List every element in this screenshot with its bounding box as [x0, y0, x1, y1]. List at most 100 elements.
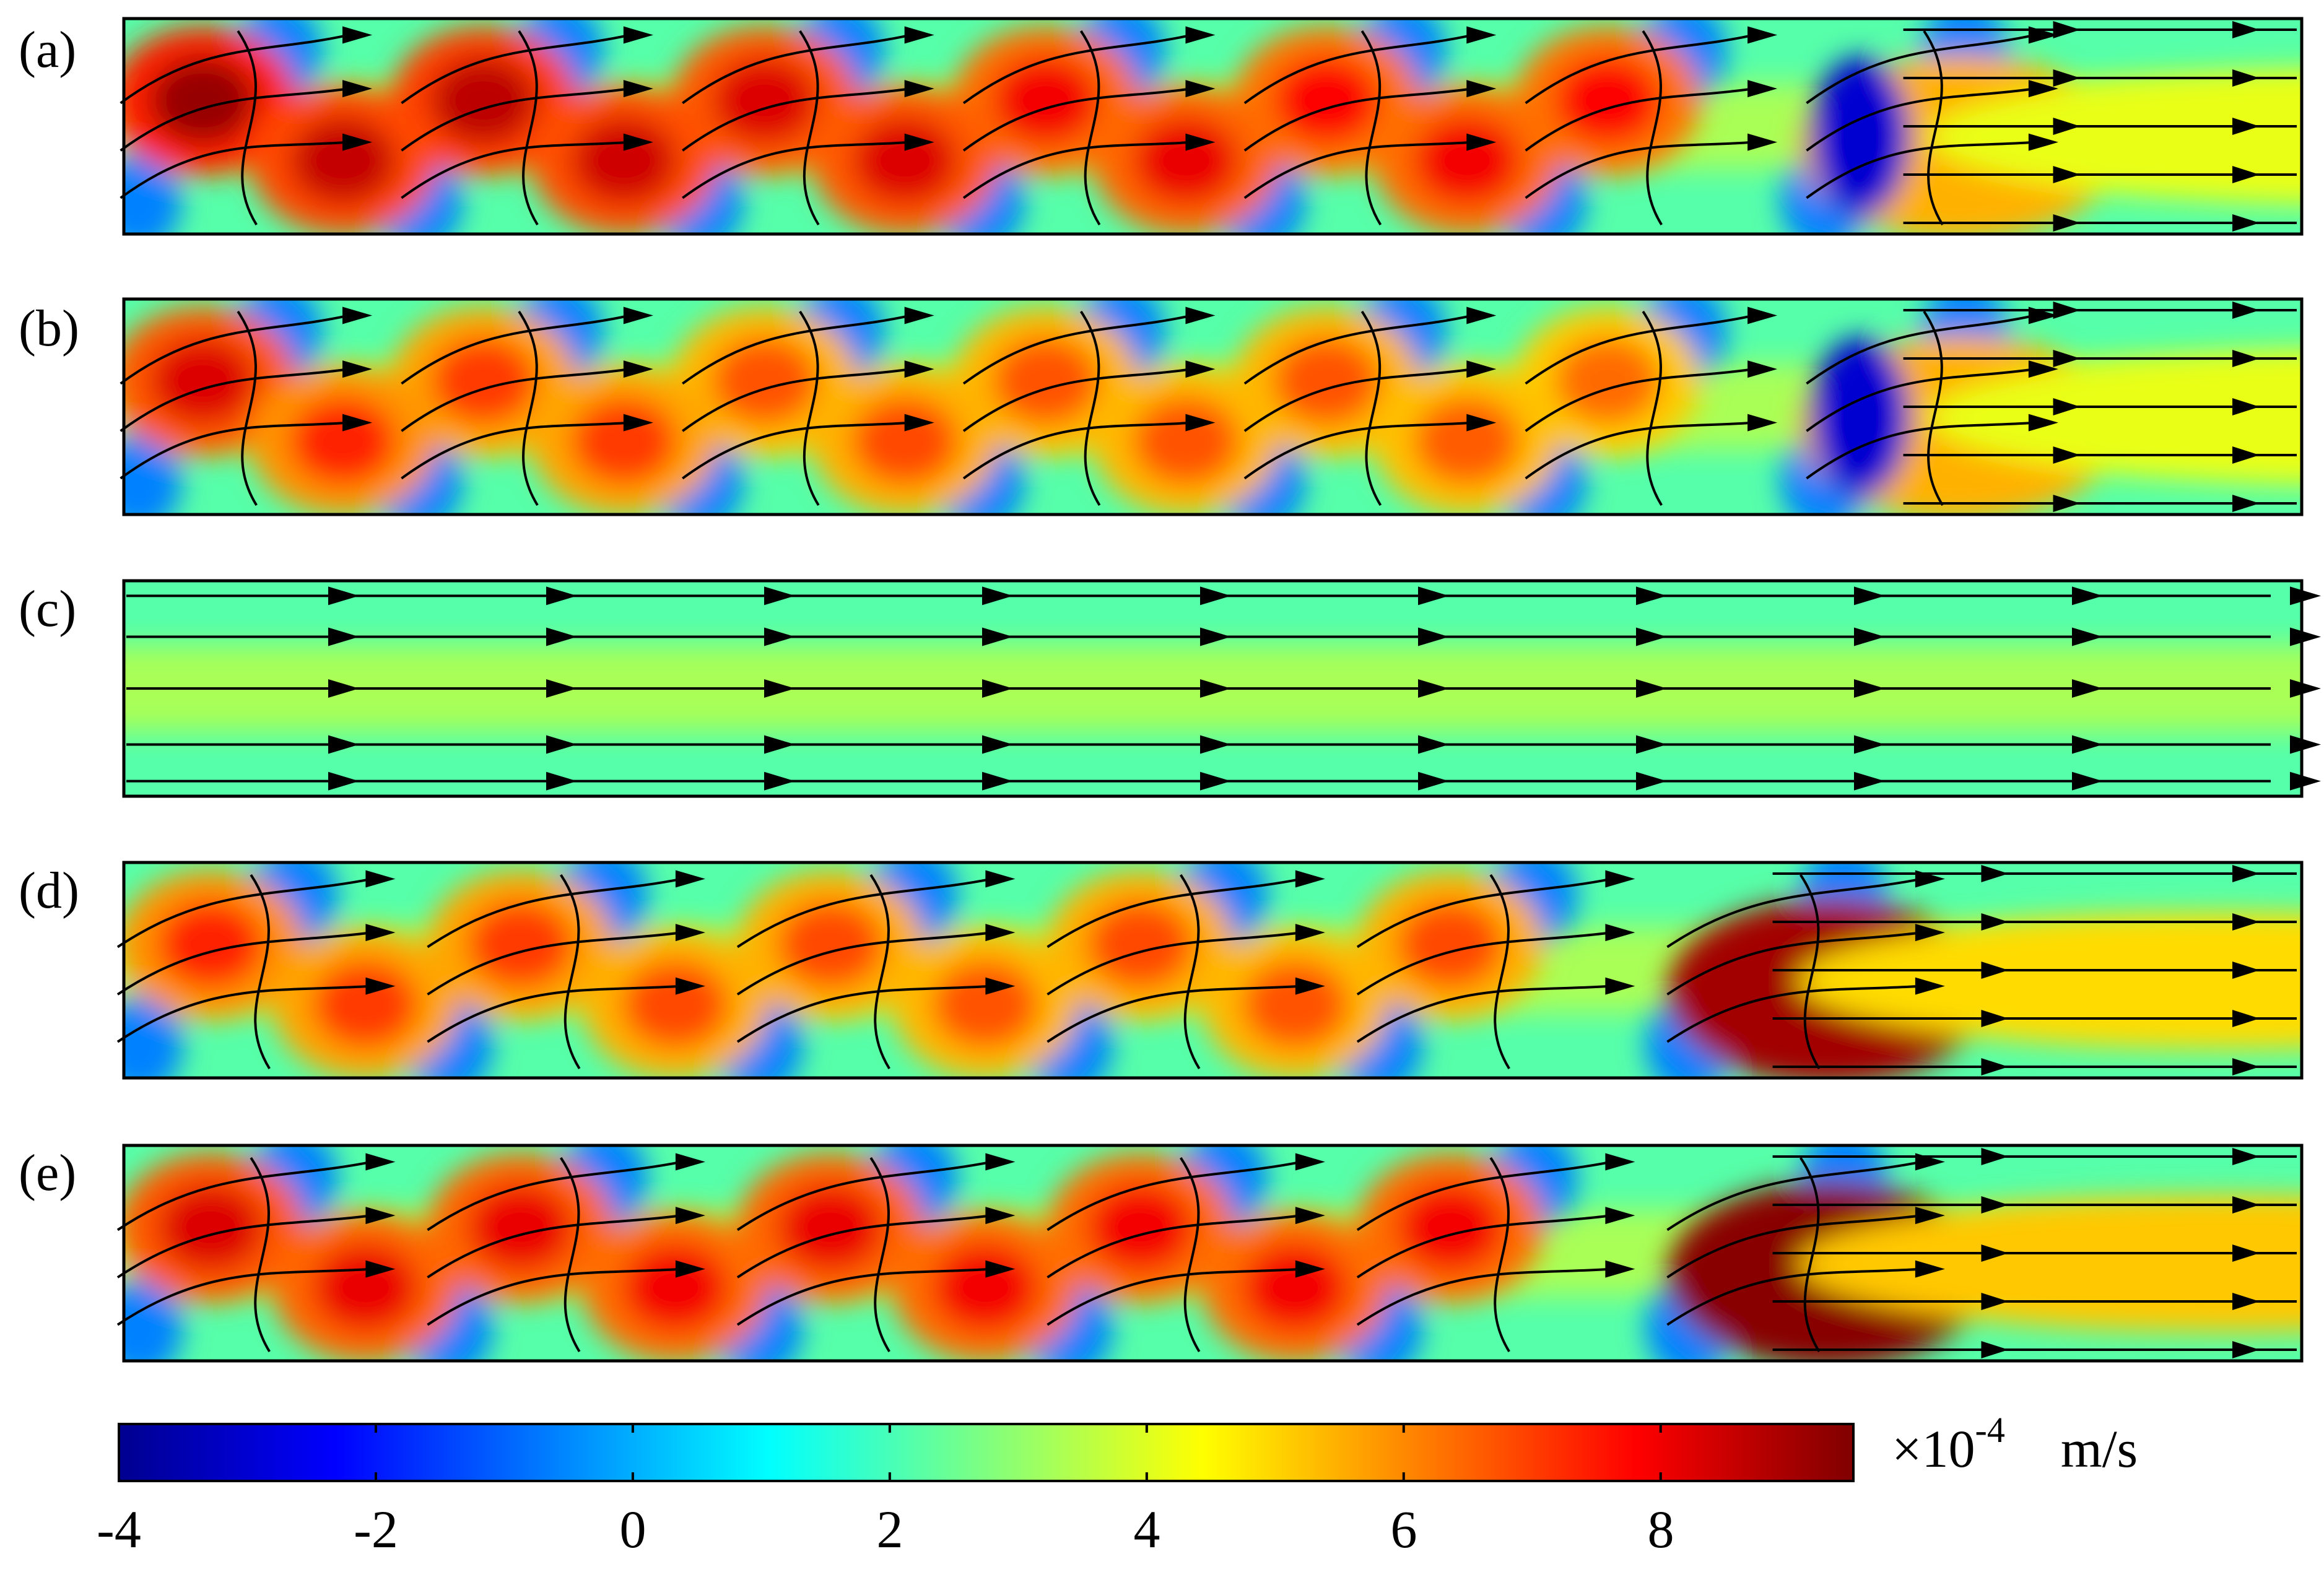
streamline	[560, 1157, 581, 1353]
vortex-core	[290, 117, 396, 204]
vortex-cells	[124, 299, 2302, 515]
streamline-arrow	[2053, 350, 2081, 367]
vortex-core	[571, 117, 677, 204]
streamlines	[120, 302, 2297, 512]
streamline-arrow	[2232, 1058, 2260, 1075]
streamline	[1356, 984, 1612, 1043]
panel-frame	[122, 861, 2304, 1080]
panel-frame	[122, 297, 2304, 516]
streamline-arrow	[365, 870, 396, 888]
panel-b	[120, 297, 2304, 516]
vortex-core	[622, 1244, 728, 1331]
vortex-core	[1555, 337, 1661, 425]
streamline-arrow	[328, 679, 359, 698]
streamline	[427, 877, 682, 949]
streamline	[427, 931, 682, 996]
streamline-arrow	[2053, 302, 2081, 319]
streamline	[1243, 87, 1473, 152]
streamline-arrow	[985, 977, 1016, 995]
vortex-cells	[124, 19, 2302, 234]
streamline	[518, 30, 539, 226]
streamline	[1047, 931, 1302, 996]
streamline	[1047, 1267, 1302, 1326]
colorbar-gradient	[118, 1423, 1855, 1482]
negative-region	[124, 1279, 183, 1361]
streamline	[120, 421, 349, 480]
streamline	[1666, 1160, 1922, 1231]
streamlines	[126, 586, 2321, 791]
streamline-arrow	[365, 924, 396, 942]
streamline	[250, 1157, 271, 1353]
streamline	[1525, 368, 1754, 432]
streamline-arrow	[1605, 1260, 1635, 1278]
streamline	[401, 141, 630, 199]
streamline-arrow	[1295, 1153, 1325, 1171]
streamline-arrow	[1295, 924, 1325, 942]
streamline	[1666, 1214, 1922, 1279]
streamline-arrow	[982, 586, 1013, 606]
streamline-arrow	[1605, 1153, 1635, 1171]
colorbar-tick-label: 8	[1647, 1500, 1674, 1559]
streamline-arrow	[2290, 627, 2321, 646]
streamline-arrow	[1466, 133, 1497, 151]
streamline	[237, 310, 258, 506]
streamline-arrow	[982, 679, 1013, 698]
streamline	[682, 141, 911, 199]
streamline-arrow	[2232, 865, 2260, 882]
streamline-arrow	[1200, 627, 1231, 646]
streamline	[1356, 877, 1612, 949]
vortex-core	[993, 57, 1099, 144]
streamline	[682, 87, 911, 152]
velocity-field	[124, 1145, 2302, 1361]
streamline	[799, 30, 820, 226]
streamline	[736, 1267, 992, 1326]
vortex-core	[933, 961, 1038, 1048]
streamline-arrow	[623, 414, 653, 432]
streamline	[116, 984, 372, 1043]
streamline	[1525, 33, 1754, 105]
streamline	[116, 877, 372, 949]
streamline	[1666, 877, 1922, 949]
streamline-arrow	[2232, 446, 2260, 464]
streamline	[682, 368, 911, 432]
streamline-arrow	[1854, 735, 1885, 754]
panel-e	[116, 1144, 2304, 1363]
streamline-arrow	[2232, 1196, 2260, 1214]
streamline-arrow	[2072, 679, 2103, 698]
colorbar-tick-label: 6	[1390, 1500, 1417, 1559]
streamline-arrow	[546, 679, 577, 698]
vortex-core	[712, 57, 817, 144]
streamline-arrow	[675, 977, 705, 995]
outflow-plume	[1797, 913, 2302, 1049]
streamline	[1666, 984, 1922, 1043]
streamline	[682, 314, 912, 385]
streamline	[682, 33, 912, 105]
streamline	[401, 33, 630, 105]
streamline-arrow	[1981, 1341, 2009, 1358]
streamline-arrow	[985, 1153, 1016, 1171]
streamline	[962, 87, 1192, 152]
vortex-core	[158, 1184, 264, 1271]
streamline	[1525, 87, 1754, 152]
streamline-arrow	[1981, 1148, 2009, 1165]
streamline-arrow	[1636, 679, 1667, 698]
streamline	[1806, 87, 2035, 152]
streamline-arrow	[365, 1207, 396, 1225]
streamline	[401, 368, 630, 432]
streamline	[1525, 314, 1754, 385]
streamline-arrow	[365, 1153, 396, 1171]
streamline	[1806, 368, 2035, 432]
vortex-core	[1274, 337, 1380, 425]
vortex-core	[1555, 57, 1661, 144]
streamline-arrow	[342, 80, 373, 98]
panel-label-d: (d)	[19, 862, 79, 919]
vortex-core	[430, 57, 536, 144]
vortex-core	[1087, 1184, 1193, 1271]
streamline	[1243, 314, 1473, 385]
streamline-arrow	[1185, 306, 1216, 324]
streamline-arrow	[675, 924, 705, 942]
vortex-core	[622, 961, 728, 1048]
streamline-arrow	[1915, 1260, 1945, 1278]
streamline-arrow	[675, 1260, 705, 1278]
streamline-arrow	[2072, 627, 2103, 646]
